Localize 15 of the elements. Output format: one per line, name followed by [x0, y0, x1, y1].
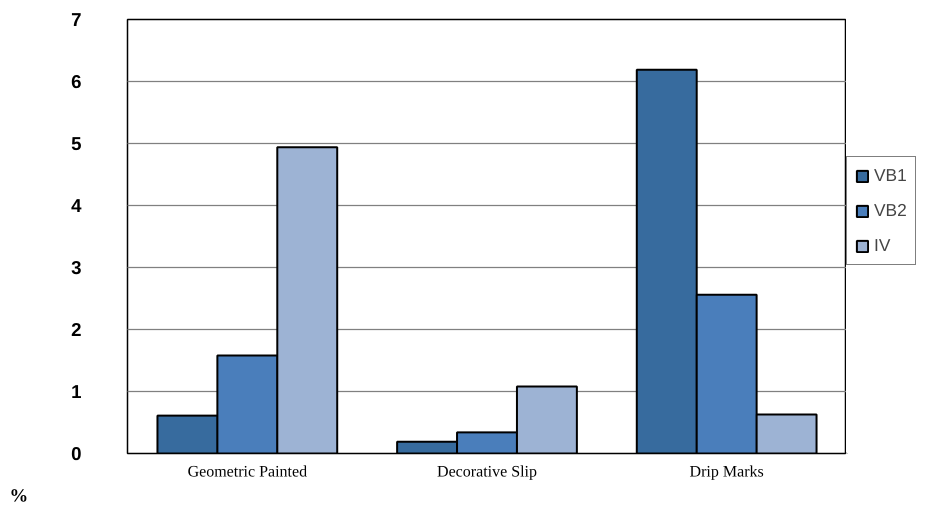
y-tick-label: 5 [71, 133, 82, 154]
x-tick-label: Geometric Painted [188, 464, 308, 480]
legend-label: VB2 [874, 200, 907, 221]
y-tick-label: 6 [71, 71, 82, 92]
legend-label: VB1 [874, 165, 907, 186]
y-tick-label: 7 [71, 9, 82, 30]
y-tick-label: 2 [71, 319, 82, 340]
y-tick-label: 1 [71, 381, 82, 402]
y-tick-label: 3 [71, 257, 82, 278]
y-axis-title: % [10, 486, 28, 506]
y-tick-label: 4 [71, 195, 82, 216]
legend-label: IV [874, 235, 892, 256]
x-tick-label: Drip Marks [690, 464, 764, 480]
x-tick-label: Decorative Slip [437, 464, 537, 480]
y-tick-label: 0 [71, 443, 82, 464]
